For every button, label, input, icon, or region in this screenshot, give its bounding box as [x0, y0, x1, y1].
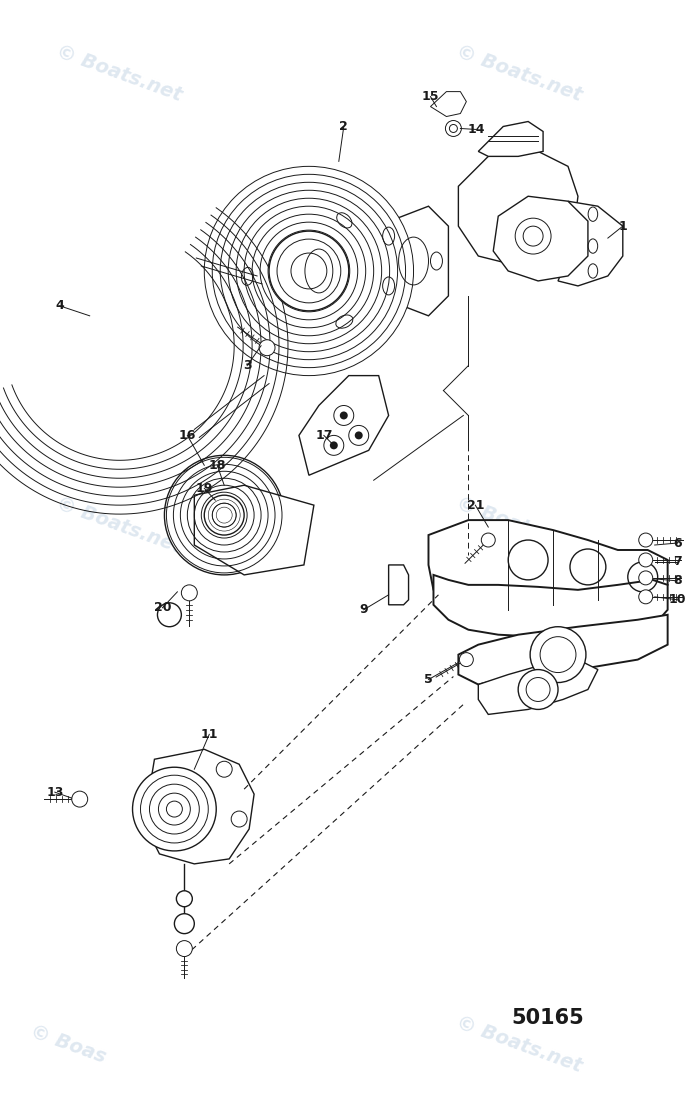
Circle shape: [204, 166, 414, 376]
Text: 10: 10: [669, 593, 686, 607]
Circle shape: [330, 441, 338, 449]
Circle shape: [236, 198, 381, 344]
Circle shape: [244, 206, 374, 336]
Circle shape: [639, 533, 652, 548]
Circle shape: [204, 495, 244, 535]
Text: 18: 18: [209, 459, 226, 472]
Polygon shape: [431, 92, 466, 116]
Text: 50165: 50165: [512, 1008, 584, 1028]
Circle shape: [252, 215, 366, 327]
Circle shape: [174, 913, 194, 934]
Polygon shape: [558, 201, 623, 286]
Text: © Boats.net: © Boats.net: [454, 494, 585, 557]
Circle shape: [518, 669, 558, 710]
Text: 9: 9: [359, 603, 368, 616]
Circle shape: [220, 182, 398, 359]
Circle shape: [176, 891, 192, 907]
Polygon shape: [493, 196, 588, 281]
Circle shape: [268, 230, 350, 312]
Polygon shape: [429, 520, 667, 614]
Text: 21: 21: [466, 498, 484, 511]
Polygon shape: [434, 575, 667, 639]
Circle shape: [212, 174, 405, 368]
Polygon shape: [145, 749, 254, 864]
Text: 7: 7: [673, 555, 682, 568]
Polygon shape: [458, 614, 667, 684]
Circle shape: [482, 533, 495, 548]
Text: 5: 5: [424, 673, 433, 687]
Circle shape: [259, 339, 275, 356]
Polygon shape: [377, 206, 449, 315]
Polygon shape: [478, 659, 598, 714]
Text: 2: 2: [340, 120, 348, 132]
Circle shape: [269, 231, 348, 311]
Text: 4: 4: [56, 299, 64, 312]
Text: © Boas: © Boas: [28, 1022, 109, 1067]
Text: 1: 1: [618, 220, 627, 232]
Circle shape: [639, 570, 652, 585]
Text: © Boats.net: © Boats.net: [54, 494, 185, 557]
Text: 6: 6: [673, 537, 682, 550]
Circle shape: [460, 653, 473, 667]
Polygon shape: [478, 122, 543, 157]
Circle shape: [176, 941, 192, 957]
Circle shape: [530, 626, 586, 682]
Text: © Boats.net: © Boats.net: [454, 1013, 585, 1075]
Circle shape: [639, 590, 652, 603]
Circle shape: [260, 222, 357, 320]
Circle shape: [158, 603, 181, 626]
Text: 16: 16: [178, 429, 196, 442]
Circle shape: [72, 792, 88, 807]
Circle shape: [340, 412, 348, 419]
Text: 11: 11: [200, 728, 218, 741]
Text: 20: 20: [154, 601, 172, 614]
Circle shape: [132, 768, 216, 851]
Text: 3: 3: [243, 359, 252, 372]
Polygon shape: [458, 151, 578, 266]
Polygon shape: [194, 485, 314, 575]
Text: 17: 17: [315, 429, 333, 442]
Circle shape: [181, 585, 198, 601]
Circle shape: [228, 191, 390, 351]
Text: © Boats.net: © Boats.net: [454, 42, 585, 104]
Text: 13: 13: [46, 785, 64, 798]
Circle shape: [165, 456, 284, 575]
Polygon shape: [389, 565, 409, 604]
Text: 8: 8: [673, 575, 682, 587]
Circle shape: [355, 431, 363, 439]
Text: 14: 14: [468, 123, 485, 136]
Text: © Boats.net: © Boats.net: [54, 42, 185, 104]
Text: 15: 15: [422, 90, 439, 103]
Circle shape: [639, 553, 652, 567]
Polygon shape: [299, 376, 389, 475]
Text: 19: 19: [196, 482, 213, 495]
